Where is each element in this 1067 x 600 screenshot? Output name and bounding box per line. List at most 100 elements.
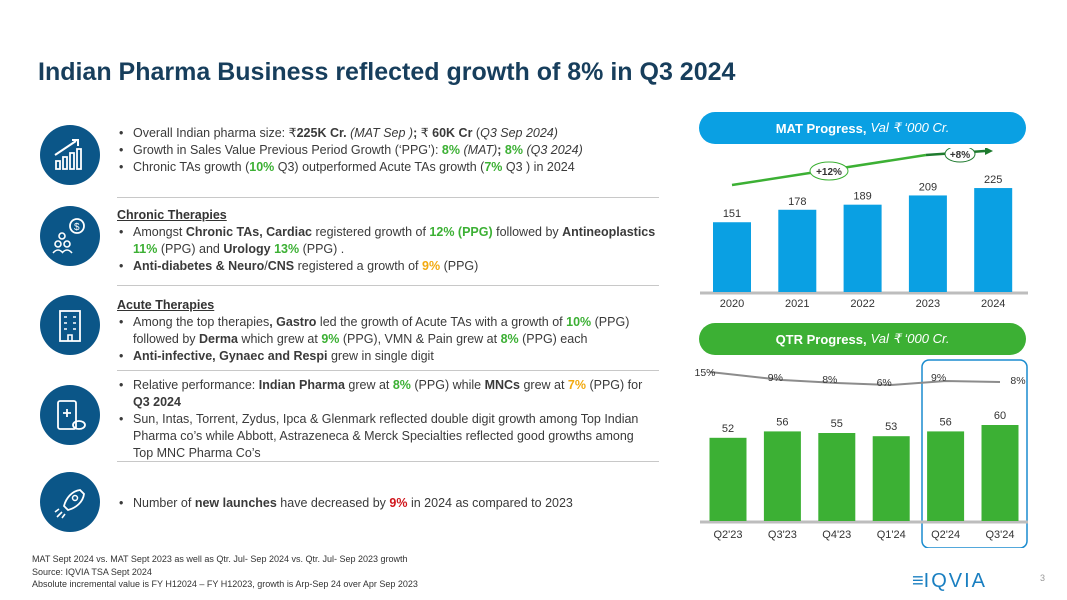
bar: [927, 431, 965, 521]
section-2: Chronic Therapies Amongst Chronic TAs, Ca…: [117, 207, 657, 275]
bar: [843, 204, 882, 292]
section-5: Number of new launches have decreased by…: [117, 495, 657, 512]
section-4: Relative performance: Indian Pharma grew…: [117, 377, 657, 462]
divider: [117, 285, 659, 286]
bullet-text: Chronic TAs, Cardiac: [185, 225, 312, 239]
bar: [908, 195, 947, 292]
bullet-text: in 2024 as compared to 2023: [407, 496, 573, 510]
growth-badge: [944, 148, 976, 163]
divider: [117, 370, 659, 371]
bullet-text: 7%: [484, 160, 503, 174]
bullet-text: 8%: [504, 143, 523, 157]
bullet-text: (PPG), VMN & Pain grew at: [339, 332, 501, 346]
qtr-progress-header: QTR Progress, Val ₹ ‘000 Cr.: [699, 323, 1026, 355]
growth-chart-icon: [40, 125, 100, 185]
bullet-text: (PPG) .: [299, 242, 345, 256]
data-label: 53: [885, 421, 897, 433]
data-label: 56: [776, 416, 788, 428]
bullet-text: Growth in Sales Value Previous Period Gr…: [133, 143, 442, 157]
bullet-text: have decreased by: [276, 496, 390, 510]
bullet-text: Anti-infective, Gynaec and Respi: [133, 349, 328, 363]
bullet-text: (PPG) for: [586, 378, 643, 392]
bullet-item: Chronic TAs growth (10% Q3) outperformed…: [117, 159, 657, 176]
growth-label: 9%: [768, 372, 783, 384]
bullet-item: Overall Indian pharma size: ₹225K Cr. (M…: [117, 125, 657, 142]
bullet-text: 10%: [249, 160, 275, 174]
x-tick-label: 2022: [850, 298, 874, 310]
bullet-text: Indian Pharma: [258, 378, 345, 392]
section-subtitle: Acute Therapies: [117, 298, 215, 312]
bullet-text: 10%: [566, 315, 592, 329]
bullet-text: 11%: [133, 242, 158, 256]
x-tick-label: 2024: [981, 298, 1005, 310]
bullet-text: registered growth of: [312, 225, 430, 239]
bullet-text: 9%: [422, 259, 441, 273]
bullet-text: new launches: [194, 496, 277, 510]
mat-progress-header: MAT Progress, Val ₹ ‘000 Cr.: [699, 112, 1026, 144]
footnote: Absolute incremental value is FY H12024 …: [32, 579, 418, 589]
arrow-head-icon: [985, 148, 993, 155]
iqvia-logo: ≡IQVIA: [912, 570, 988, 592]
bullet-text: grew at: [519, 378, 568, 392]
bullet-text: ;: [413, 126, 421, 140]
hospital-building-icon: [40, 295, 100, 355]
growth-badge-label: +8%: [950, 150, 970, 161]
growth-badge: [809, 161, 849, 181]
data-label: 189: [853, 191, 871, 203]
bullet-text: (: [472, 126, 481, 140]
bullet-text: Derma: [199, 332, 238, 346]
svg-text:$: $: [74, 222, 80, 233]
rocket-icon: [40, 472, 100, 532]
bullet-text: 8%: [392, 378, 411, 392]
people-money-icon: $: [40, 206, 100, 266]
bullet-text: which grew at: [237, 332, 322, 346]
bar: [981, 425, 1019, 521]
bullet-item: Number of new launches have decreased by…: [117, 495, 657, 512]
bullet-text: 7%: [567, 378, 586, 392]
bullet-text: CNS: [267, 259, 295, 273]
bar: [713, 222, 751, 292]
section-1: Overall Indian pharma size: ₹225K Cr. (M…: [117, 125, 657, 176]
bullet-item: Anti-diabetes & Neuro/CNS registered a g…: [117, 258, 657, 275]
mat-header-unit: Val ₹ ‘000 Cr.: [870, 120, 950, 135]
bullet-text: (PPG) and: [157, 242, 224, 256]
bullet-item: Anti-infective, Gynaec and Respi grew in…: [117, 348, 657, 365]
highlight-box: [921, 359, 1028, 548]
bullet-item: Growth in Sales Value Previous Period Gr…: [117, 142, 657, 159]
bullet-text: (PPG) each: [518, 332, 588, 346]
growth-line: [709, 371, 1001, 387]
data-label: 151: [723, 208, 741, 220]
footnotes: MAT Sept 2024 vs. MAT Sept 2023 as well …: [32, 553, 418, 591]
growth-label: 8%: [822, 374, 837, 386]
growth-label: 15%: [694, 367, 715, 379]
bar: [778, 209, 817, 292]
bullet-text: Q3 Sep 2024): [480, 126, 558, 140]
growth-badge-label: +12%: [816, 167, 842, 178]
x-tick-label: 2021: [785, 298, 809, 310]
data-label: 178: [788, 196, 806, 208]
bullet-text: (PPG) while: [410, 378, 485, 392]
data-label: 225: [984, 174, 1002, 186]
page-number: 3: [1040, 573, 1046, 583]
page-title: Indian Pharma Business reflected growth …: [38, 58, 736, 86]
data-label: 209: [919, 181, 937, 193]
bullet-text: Q3 2024: [133, 395, 181, 409]
data-label: 60: [994, 410, 1006, 422]
growth-label: 6%: [877, 377, 892, 389]
bullet-text: Q3) outperformed Acute TAs growth (: [274, 160, 485, 174]
bullet-text: Chronic TAs growth (: [133, 160, 250, 174]
bullet-text: 9%: [321, 332, 340, 346]
x-tick-label: Q2'23: [713, 529, 742, 541]
bar: [818, 433, 856, 521]
data-label: 56: [939, 416, 951, 428]
data-label: 52: [722, 423, 734, 435]
x-tick-label: Q4'23: [822, 529, 851, 541]
bullet-item: Sun, Intas, Torrent, Zydus, Ipca & Glenm…: [117, 411, 657, 462]
bullet-item: Amongst Chronic TAs, Cardiac registered …: [117, 224, 657, 258]
bullet-text: Among the top therapies: [133, 315, 270, 329]
bullet-text: registered a growth of: [294, 259, 423, 273]
growth-label: 9%: [931, 372, 946, 384]
bullet-text: 8%: [500, 332, 519, 346]
qtr-header-bold: QTR Progress,: [775, 331, 867, 347]
growth-label: 8%: [1010, 375, 1025, 387]
